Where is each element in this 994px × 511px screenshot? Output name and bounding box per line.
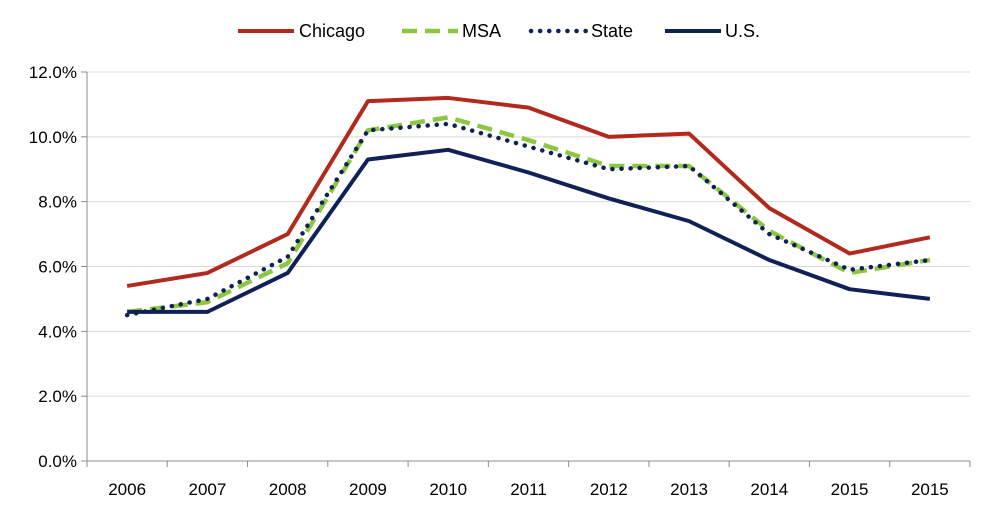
x-tick-label: 2015 [831, 480, 869, 499]
gridlines [87, 71, 970, 397]
y-axis-tick-labels: 0.0% 2.0% 4.0% 6.0% 8.0% 10.0% 12.0% [29, 63, 77, 471]
y-tick-label: 0.0% [38, 452, 77, 471]
x-tick-label: 2009 [349, 480, 387, 499]
y-tick-label: 8.0% [38, 193, 77, 212]
x-axis-tick-labels: 2006 2007 2008 2009 2010 2011 2012 2013 2014 2015… [108, 480, 949, 499]
y-tick-label: 6.0% [38, 258, 77, 277]
x-tick-label: 2014 [750, 480, 788, 499]
x-tick-label: 2008 [269, 480, 307, 499]
y-tick-label: 10.0% [29, 128, 77, 147]
x-tick-label: 2011 [510, 480, 547, 499]
series-line-u-s [127, 147, 931, 314]
legend-label-msa: MSA [462, 21, 501, 41]
x-tick-label: 2012 [590, 480, 628, 499]
x-tick-label: 2010 [429, 480, 467, 499]
y-tick-label: 2.0% [38, 387, 77, 406]
series-line-state [124, 121, 933, 318]
x-tick-label: 2015 [911, 480, 949, 499]
y-tick-label: 4.0% [38, 322, 77, 341]
series-lines [124, 95, 933, 318]
y-tick-label: 12.0% [29, 63, 77, 82]
legend: Chicago MSA State U.S. [238, 21, 760, 41]
x-tick-label: 2006 [108, 480, 146, 499]
legend-label-u-s: U.S. [725, 21, 760, 41]
series-line-chicago [126, 95, 931, 288]
x-tick-label: 2007 [188, 480, 226, 499]
legend-label-state: State [591, 21, 633, 41]
legend-label-chicago: Chicago [299, 21, 365, 41]
axes [81, 71, 971, 467]
series-line-msa [126, 115, 931, 315]
x-tick-label: 2013 [670, 480, 708, 499]
